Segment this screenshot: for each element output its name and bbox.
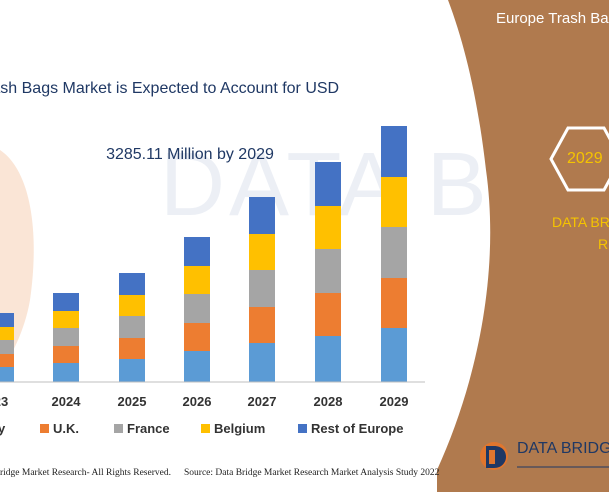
bar-segment-2025-y — [119, 359, 145, 382]
bar-segment-23-u-k- — [0, 354, 14, 367]
bar-segment-2028-france — [315, 249, 341, 293]
side-panel-text-2: R — [598, 236, 609, 252]
bar-segment-2026-france — [184, 294, 210, 323]
x-tick-label: 23 — [0, 394, 8, 409]
legend-swatch — [40, 424, 49, 433]
bar-segment-2025-rest-of-europe — [119, 273, 145, 295]
bar-segment-23-belgium — [0, 327, 14, 340]
x-tick-labels: 23 2024 2025 2026 2027 2028 2029 — [0, 394, 408, 409]
bar-segment-2024-y — [53, 363, 79, 382]
chart-title-line-1: Trash Bags Market is Expected to Account… — [0, 80, 340, 97]
bar-segment-23-rest-of-europe — [0, 313, 14, 327]
legend-label: Rest of Europe — [311, 421, 403, 436]
bar-segment-2029-rest-of-europe — [381, 126, 407, 177]
legend: y U.K. France Belgium Rest of Europe — [0, 421, 403, 436]
bar-segment-2026-u-k- — [184, 323, 210, 351]
data-bridge-logo-icon — [480, 442, 508, 470]
legend-swatch — [201, 424, 210, 433]
bar-segment-2024-belgium — [53, 311, 79, 328]
bar-segment-2026-belgium — [184, 266, 210, 294]
bar-segment-23-y — [0, 367, 14, 382]
hexagon-year-label: 2029 — [567, 150, 603, 167]
bar-segment-2028-y — [315, 336, 341, 382]
legend-swatch — [298, 424, 307, 433]
side-panel-text-1: DATA BR — [552, 214, 609, 230]
legend-swatch — [114, 424, 123, 433]
copyright-footer: ridge Market Research- All Rights Reserv… — [0, 468, 171, 478]
bar-segment-2027-rest-of-europe — [249, 197, 275, 234]
side-panel-title: Europe Trash Ba — [496, 10, 609, 27]
bar-segment-2029-france — [381, 227, 407, 278]
bar-segment-2027-u-k- — [249, 307, 275, 343]
side-panel-background — [437, 0, 609, 492]
x-tick-label: 2024 — [52, 394, 82, 409]
bar-segment-23-france — [0, 340, 14, 354]
bar-segment-2026-y — [184, 351, 210, 382]
bar-segment-2028-belgium — [315, 206, 341, 249]
bar-segment-2029-y — [381, 328, 407, 382]
bar-segment-2025-u-k- — [119, 338, 145, 359]
bar-segment-2025-france — [119, 316, 145, 338]
bar-segment-2024-u-k- — [53, 346, 79, 363]
bar-segment-2026-rest-of-europe — [184, 237, 210, 266]
bar-segment-2028-u-k- — [315, 293, 341, 336]
data-bridge-logo-text: DATA BRIDGE — [517, 440, 609, 457]
bar-segment-2029-belgium — [381, 177, 407, 227]
bar-segment-2028-rest-of-europe — [315, 162, 341, 206]
bars-group — [0, 126, 407, 382]
x-tick-label: 2026 — [183, 394, 212, 409]
legend-label: y — [0, 421, 6, 436]
chart-title: Trash Bags Market is Expected to Account… — [0, 34, 380, 210]
source-footer: Source: Data Bridge Market Research Mark… — [184, 468, 440, 478]
chart-title-line-2: 3285.11 Million by 2029 — [106, 146, 274, 163]
legend-label: U.K. — [53, 421, 79, 436]
bar-segment-2024-france — [53, 328, 79, 346]
legend-label: Belgium — [214, 421, 265, 436]
bar-segment-2027-belgium — [249, 234, 275, 270]
bar-segment-2024-rest-of-europe — [53, 293, 79, 311]
bar-segment-2029-u-k- — [381, 278, 407, 328]
bar-segment-2027-y — [249, 343, 275, 382]
bar-segment-2027-france — [249, 270, 275, 307]
x-tick-label: 2028 — [314, 394, 343, 409]
x-tick-label: 2025 — [118, 394, 147, 409]
x-tick-label: 2027 — [248, 394, 277, 409]
x-tick-label: 2029 — [380, 394, 409, 409]
bar-segment-2025-belgium — [119, 295, 145, 316]
hexagon-shape — [549, 126, 609, 192]
legend-label: France — [127, 421, 170, 436]
